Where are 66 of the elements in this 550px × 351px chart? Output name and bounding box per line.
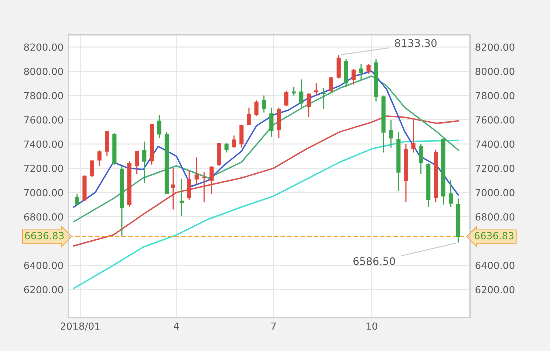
candlestick [202, 172, 206, 204]
candlestick [187, 170, 192, 201]
candlestick [314, 83, 319, 96]
candlestick [194, 157, 199, 185]
line-series [73, 116, 460, 247]
y-tick-label: 7800.00 [24, 92, 64, 100]
candlestick [448, 180, 454, 208]
candlestick [419, 144, 424, 176]
candlestick [366, 64, 371, 74]
candlestick [75, 193, 80, 206]
candlestick [180, 178, 184, 217]
candlestick [322, 88, 326, 110]
candlestick [336, 54, 341, 80]
y2-tick-label: 7600.00 [476, 116, 515, 124]
candlestick [389, 119, 394, 148]
y2-tick-label: 7000.00 [476, 189, 515, 197]
x-tick-label: 7 [271, 322, 276, 330]
ref-line-label: 6636.83 [474, 232, 514, 240]
candlestick [157, 114, 162, 139]
y-tick-label: 6200.00 [24, 286, 64, 294]
candlestick [412, 119, 416, 154]
candlestick [359, 64, 364, 81]
candlestick [254, 100, 259, 117]
y2-tick-label: 6400.00 [476, 262, 515, 270]
candlestick [105, 130, 110, 157]
text: 6636.83 [25, 232, 64, 240]
y-tick-label: 7400.00 [24, 140, 64, 148]
x-tick-label: 4 [174, 322, 180, 330]
y-tick-label: 7600.00 [24, 116, 64, 124]
x-tick-label: 10 [366, 322, 378, 330]
x-tick-label: 2018/01 [61, 322, 100, 331]
candlestick [247, 107, 252, 126]
candlestick [224, 142, 229, 154]
annotation: 6586.50 [354, 257, 396, 266]
candlestick [277, 107, 282, 139]
y2-tick-label: 6200.00 [476, 286, 515, 294]
candlestick [344, 58, 348, 88]
y2-tick-label: 8200.00 [476, 44, 515, 52]
candlestick [142, 141, 147, 184]
y-tick-label: 8200.00 [24, 44, 64, 52]
candlestick [98, 150, 102, 167]
candlestick [135, 150, 140, 176]
line-series [73, 140, 460, 290]
candlestick [284, 90, 289, 108]
candlestick [306, 92, 312, 118]
y2-tick-label: 7800.00 [476, 92, 515, 100]
candlestick [270, 107, 274, 138]
annotation: 8133.30 [395, 39, 437, 48]
y-tick-label: 6400.00 [24, 262, 64, 270]
candlestick [352, 68, 356, 86]
candlestick [262, 95, 266, 114]
y2-tick-label: 7400.00 [476, 140, 515, 148]
y-tick-label: 7000.00 [24, 189, 64, 197]
candlestick [299, 79, 304, 108]
y2-tick-label: 8000.00 [476, 68, 515, 76]
y-tick-label: 7200.00 [24, 164, 64, 172]
candlestick [232, 135, 236, 148]
y2-tick-label: 7200.00 [476, 164, 515, 172]
y-tick-label: 6800.00 [24, 213, 64, 221]
candlestick [210, 166, 214, 195]
candlestick [329, 76, 334, 93]
y-tick-label: 8000.00 [24, 68, 64, 76]
candlestick [217, 142, 222, 167]
y2-tick-label: 6800.00 [476, 213, 515, 221]
candlestick [90, 160, 94, 178]
candlestick [240, 124, 244, 148]
